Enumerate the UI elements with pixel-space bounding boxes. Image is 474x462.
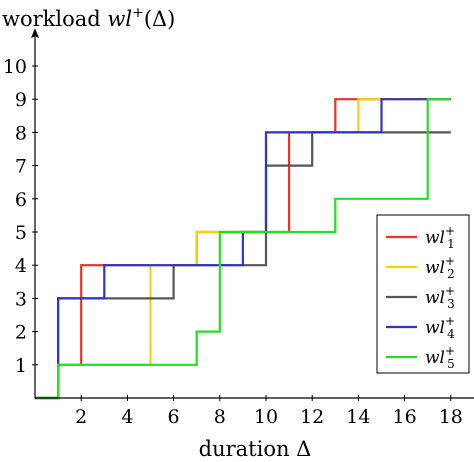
legend-label-1: wl+ 1 [425,224,455,251]
y-tick-label-6: 6 [15,189,27,211]
x-axis-title: duration Δ [199,437,312,461]
y-tick-label-3: 3 [15,288,27,310]
y-tick-label-2: 2 [15,322,27,344]
y-axis-title-sup: + [132,5,144,21]
x-tick-label-10: 10 [254,406,278,428]
y-tick-label-10: 10 [3,56,27,78]
y-tick-label-4: 4 [15,255,27,277]
x-tick-label-8: 8 [214,406,226,428]
legend-label-5: wl+ 5 [425,344,455,371]
y-tick-label-5: 5 [15,222,27,244]
x-tick-label-12: 12 [300,406,324,428]
y-tick-label-1: 1 [15,355,27,377]
x-tick-label-14: 14 [346,406,370,428]
y-axis-arrow [31,28,39,39]
y-tick-label-9: 9 [15,89,27,111]
y-tick-label-8: 8 [15,122,27,144]
legend-label-4: wl+ 4 [425,314,455,341]
y-axis-title: workload wl+(Δ) [2,5,175,31]
x-tick-label-2: 2 [75,406,87,428]
legend: wl+ 1 wl+ 2 wl+ 3 wl+ 4 wl+ 5 [376,214,470,374]
series-line-5 [35,98,451,400]
x-tick-label-6: 6 [168,406,180,428]
legend-box [376,214,470,374]
x-tick-label-18: 18 [439,406,463,428]
y-axis-title-math: wl [107,7,132,31]
y-tick-label-7: 7 [15,156,27,178]
x-tick-label-4: 4 [121,406,133,428]
x-tick-label-16: 16 [393,406,417,428]
y-axis-title-suffix: (Δ) [144,7,176,31]
series-layer [35,98,451,400]
legend-label-3: wl+ 3 [425,284,455,311]
y-axis-title-prefix: workload [2,7,107,31]
legend-label-2: wl+ 2 [425,254,455,281]
series-line-4 [35,98,451,400]
